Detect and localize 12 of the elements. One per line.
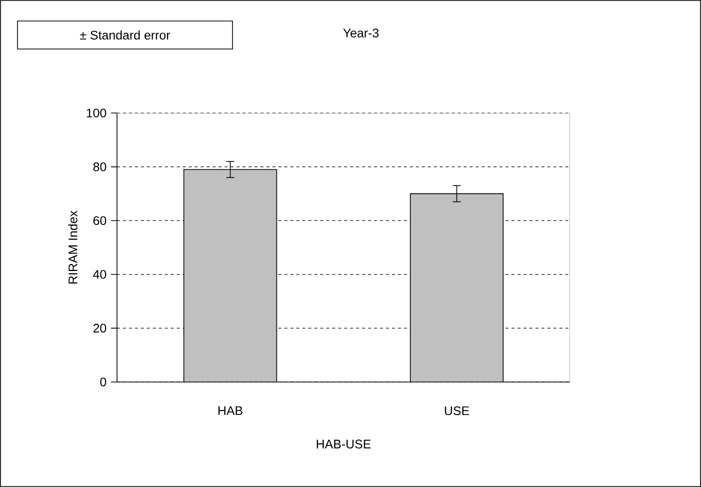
- y-tick-label: 0: [100, 378, 106, 386]
- y-tick-label: 60: [93, 216, 106, 226]
- x-tick-label: HAB: [218, 406, 242, 415]
- text: ± Standard error: [80, 30, 170, 40]
- y-axis-title: RIRAM Index: [68, 210, 78, 284]
- x-axis-title: HAB-USE: [316, 440, 371, 448]
- chart-title: Year-3: [343, 28, 379, 38]
- x-tick-label: USE: [444, 406, 470, 416]
- y-tick-label: 100: [86, 108, 106, 118]
- y-tick-label: 80: [93, 162, 106, 172]
- y-tick-label: 40: [93, 270, 106, 279]
- y-tick-label: 20: [93, 324, 106, 333]
